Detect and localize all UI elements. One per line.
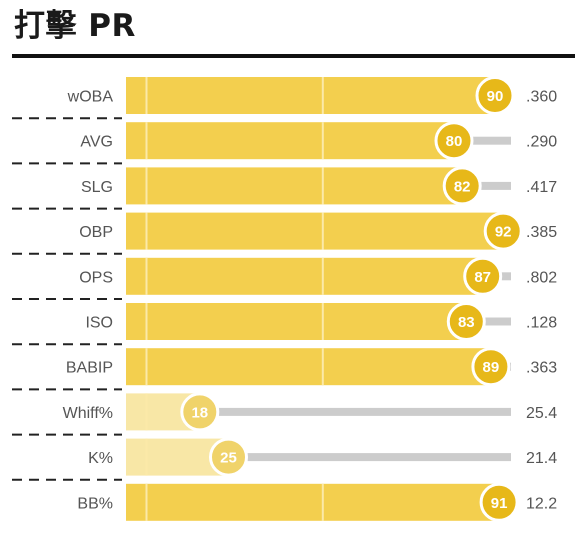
percentile-bar bbox=[126, 212, 504, 250]
category-label: OPS bbox=[79, 269, 113, 286]
track-bar bbox=[199, 407, 512, 416]
category-label: Whiff% bbox=[63, 405, 113, 422]
category-label: BABIP bbox=[66, 360, 113, 377]
track-bar bbox=[454, 136, 511, 145]
percentile-label: 91 bbox=[491, 495, 508, 512]
percentile-bar bbox=[126, 257, 483, 295]
percentile-bar bbox=[126, 348, 491, 386]
percentile-bar bbox=[126, 303, 467, 340]
percentile-badge bbox=[483, 211, 523, 251]
category-label: BB% bbox=[77, 495, 113, 512]
percentile-label: 90 bbox=[487, 88, 504, 105]
category-label: SLG bbox=[81, 179, 113, 196]
category-label: OBP bbox=[79, 224, 113, 241]
category-label: wOBA bbox=[67, 89, 114, 106]
percentile-badge bbox=[479, 482, 519, 522]
percentile-badge bbox=[434, 121, 474, 161]
percentile-badge bbox=[471, 347, 511, 387]
category-label: AVG bbox=[80, 134, 113, 151]
percentile-badge bbox=[180, 392, 220, 432]
stat-value: .128 bbox=[526, 315, 557, 332]
percentile-badge bbox=[209, 437, 248, 477]
percentile-label: 18 bbox=[191, 404, 208, 421]
percentile-label: 82 bbox=[454, 178, 471, 195]
stat-value: .360 bbox=[526, 89, 557, 106]
percentile-label: 89 bbox=[483, 359, 500, 376]
stat-value: .385 bbox=[526, 224, 557, 241]
category-label: ISO bbox=[85, 315, 113, 332]
stat-value: 21.4 bbox=[526, 450, 557, 467]
percentile-label: 83 bbox=[458, 314, 475, 331]
stat-value: .417 bbox=[526, 179, 557, 196]
percentile-label: 25 bbox=[220, 450, 237, 467]
title-rule bbox=[12, 54, 575, 58]
percentile-badge bbox=[463, 256, 503, 296]
percentile-label: 92 bbox=[495, 224, 512, 241]
percentile-bar bbox=[126, 77, 495, 114]
track-bar bbox=[466, 317, 511, 326]
chart-title: 打擊 PR bbox=[14, 8, 136, 44]
stat-value: .802 bbox=[526, 269, 557, 286]
percentile-bar bbox=[126, 122, 454, 160]
percentile-label: 80 bbox=[446, 133, 463, 150]
track-bar bbox=[228, 453, 511, 462]
stat-value: .290 bbox=[526, 134, 557, 151]
percentile-label: 87 bbox=[474, 269, 491, 286]
percentile-bar bbox=[126, 167, 463, 205]
percentile-bar bbox=[126, 483, 500, 521]
track-bar bbox=[462, 181, 511, 190]
category-label: K% bbox=[88, 450, 113, 467]
stat-value: 12.2 bbox=[526, 495, 557, 512]
percentile-badge bbox=[446, 302, 486, 341]
percentile-badge bbox=[475, 76, 515, 115]
stat-value: 25.4 bbox=[526, 405, 557, 422]
stat-value: .363 bbox=[526, 360, 557, 377]
percentile-badge bbox=[442, 166, 482, 206]
